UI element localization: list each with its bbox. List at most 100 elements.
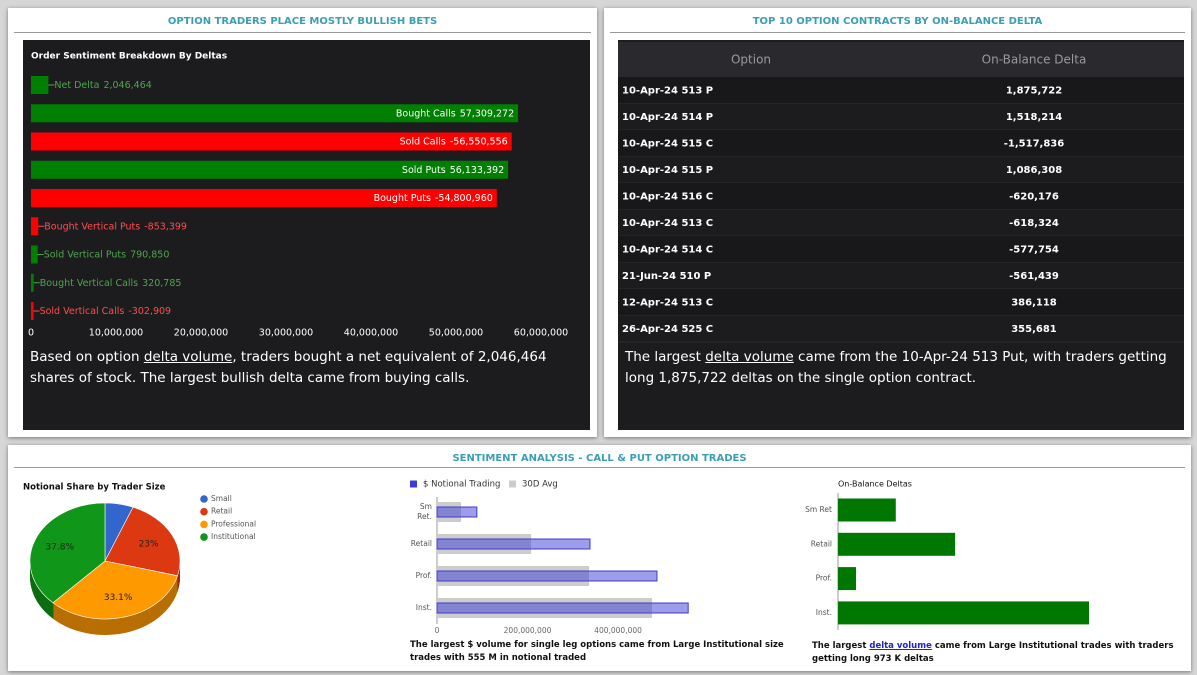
caption-text: The largest bbox=[625, 349, 706, 365]
chart-caption: The largest delta volume came from Large… bbox=[812, 640, 1182, 666]
delta-cell: -561,439 bbox=[1009, 271, 1059, 282]
delta-cell: -618,324 bbox=[1009, 218, 1059, 229]
legend-label: Retail bbox=[211, 507, 232, 516]
slice-label: 33.1% bbox=[104, 593, 133, 603]
option-cell: 10-Apr-24 516 C bbox=[622, 192, 713, 203]
table-caption: The largest delta volume came from the 1… bbox=[625, 347, 1177, 389]
divider bbox=[610, 32, 1185, 33]
chart-caption: Based on option delta volume, traders bo… bbox=[30, 347, 590, 389]
bar-value: -853,399 bbox=[144, 221, 187, 232]
bar-category: Bought Puts bbox=[374, 193, 431, 204]
y-tick-label: Sm Ret bbox=[805, 505, 832, 514]
pie-slice bbox=[29, 502, 106, 604]
bar bbox=[436, 538, 591, 550]
bar bbox=[31, 104, 519, 123]
bar-value: 2,046,464 bbox=[103, 80, 151, 91]
bar-value: 320,785 bbox=[142, 277, 181, 288]
x-tick-label: 10,000,000 bbox=[89, 328, 143, 339]
y-tick-label: Prof. bbox=[416, 571, 432, 580]
option-cell: 10-Apr-24 514 P bbox=[622, 112, 713, 123]
bar bbox=[838, 498, 896, 522]
delta-cell: 1,518,214 bbox=[1006, 112, 1062, 123]
pie-slice bbox=[52, 560, 178, 620]
option-cell: 26-Apr-24 525 C bbox=[622, 324, 713, 335]
caption-link[interactable]: delta volume bbox=[705, 349, 794, 365]
legend-swatch bbox=[200, 495, 208, 503]
bar bbox=[31, 217, 39, 236]
y-tick-label: Retail bbox=[811, 539, 832, 548]
bar-label: Sold Vertical Puts 790,850 bbox=[44, 249, 170, 260]
divider bbox=[14, 32, 591, 33]
table-row bbox=[618, 130, 1184, 157]
x-tick-label: 40,000,000 bbox=[344, 328, 398, 339]
legend-swatch bbox=[200, 507, 208, 516]
chart-caption: The largest $ volume for single leg opti… bbox=[410, 639, 800, 665]
bar-category: Sold Puts bbox=[402, 164, 446, 175]
bar-value: -54,800,960 bbox=[435, 193, 493, 204]
caption-text: The largest bbox=[812, 641, 870, 651]
bar-label: Net Delta 2,046,464 bbox=[54, 80, 151, 91]
delta-cell: -1,517,836 bbox=[1004, 139, 1064, 150]
bar-label: Bought Vertical Puts -853,399 bbox=[44, 221, 187, 232]
caption-link[interactable]: delta volume bbox=[869, 641, 932, 651]
bar bbox=[436, 602, 689, 614]
x-tick-label: 400,000,000 bbox=[594, 626, 642, 635]
caption-link[interactable]: delta volume bbox=[143, 349, 233, 365]
label-line: Sm bbox=[420, 502, 432, 511]
bar-label: Bought Vertical Calls 320,785 bbox=[40, 277, 182, 288]
x-tick-label: 200,000,000 bbox=[504, 626, 552, 635]
table-row bbox=[618, 262, 1184, 289]
table-row bbox=[618, 209, 1184, 236]
y-tick-label: Sm Ret. bbox=[417, 502, 432, 521]
bar-category: Bought Vertical Calls bbox=[40, 277, 138, 288]
table-row bbox=[618, 183, 1184, 210]
legend-swatch bbox=[200, 520, 208, 529]
y-tick-label: Prof. bbox=[816, 574, 832, 583]
label-line: Ret. bbox=[417, 512, 432, 521]
bar bbox=[838, 567, 857, 591]
bar-value: 56,133,392 bbox=[450, 164, 504, 175]
panel: OPTION TRADERS PLACE MOSTLY BULLISH BETS bbox=[8, 8, 597, 437]
x-tick-label: 0 bbox=[28, 328, 34, 339]
bar-label: Sold Puts 56,133,392 bbox=[402, 164, 504, 175]
bar-category: Sold Vertical Calls bbox=[40, 306, 125, 317]
option-cell: 10-Apr-24 515 P bbox=[622, 165, 713, 176]
panel-title: OPTION TRADERS PLACE MOSTLY BULLISH BETS bbox=[167, 16, 438, 27]
table-row bbox=[618, 236, 1184, 263]
table-row bbox=[618, 103, 1184, 130]
y-tick-label: Inst. bbox=[816, 608, 832, 617]
bar bbox=[838, 532, 956, 556]
legend-label: Small bbox=[211, 494, 232, 503]
legend-swatch bbox=[410, 480, 417, 488]
bar-category: Bought Calls bbox=[396, 108, 456, 119]
bar-label: Bought Puts -54,800,960 bbox=[374, 193, 493, 204]
bar bbox=[31, 76, 49, 94]
legend-label: Professional bbox=[211, 519, 256, 528]
bar-category: Sold Vertical Puts bbox=[44, 249, 126, 260]
caption-text: The largest $ volume for single leg opti… bbox=[410, 640, 784, 663]
delta-cell: -620,176 bbox=[1009, 192, 1059, 203]
table-row bbox=[618, 156, 1184, 183]
slice-label: 23% bbox=[139, 540, 159, 550]
bar bbox=[31, 132, 512, 151]
table-row bbox=[618, 77, 1184, 104]
bar-category: Sold Calls bbox=[400, 136, 446, 147]
bar bbox=[436, 506, 478, 518]
option-cell: 21-Jun-24 510 P bbox=[622, 271, 711, 282]
option-cell: 10-Apr-24 513 C bbox=[622, 218, 713, 229]
delta-cell: 1,086,308 bbox=[1006, 165, 1062, 176]
option-cell: 10-Apr-24 514 C bbox=[622, 245, 713, 256]
x-tick-label: 60,000,000 bbox=[514, 328, 568, 339]
delta-cell: -577,754 bbox=[1009, 245, 1059, 256]
bar bbox=[436, 570, 658, 582]
delta-cell: 1,875,722 bbox=[1006, 86, 1062, 97]
legend-label: Institutional bbox=[211, 532, 256, 541]
x-tick-label: 20,000,000 bbox=[174, 328, 228, 339]
bar-value: -302,909 bbox=[128, 306, 171, 317]
bar bbox=[838, 601, 1089, 625]
bar bbox=[31, 302, 34, 320]
table-row bbox=[618, 289, 1184, 316]
panel-title: TOP 10 OPTION CONTRACTS BY ON-BALANCE DE… bbox=[752, 16, 1043, 27]
